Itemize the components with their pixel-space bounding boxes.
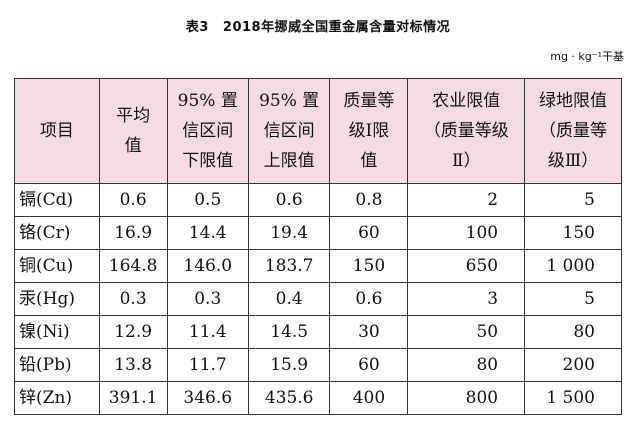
table-cell: 0.6	[329, 282, 409, 316]
column-header-line: 项目	[39, 121, 74, 141]
table-cell: 200	[524, 348, 622, 382]
column-header-line: 农业限值	[432, 91, 501, 111]
table-cell: 183.7	[247, 249, 331, 283]
column-header: 95% 置信区间上限值	[247, 78, 331, 184]
column-header-line: 信区间	[182, 121, 234, 141]
table-cell: 50	[407, 315, 526, 349]
table-cell: 1 500	[524, 381, 622, 415]
table-cell: 346.6	[166, 381, 249, 415]
table-cell: 0.8	[329, 183, 409, 217]
column-header: 农业限值 （质量等级 Ⅱ）	[407, 78, 526, 184]
column-header-line: 值	[360, 151, 378, 171]
table-cell: 650	[407, 249, 526, 283]
column-header: 项目	[14, 78, 100, 184]
row-label: 镍(Ni)	[14, 315, 100, 349]
table-cell: 11.7	[166, 348, 249, 382]
row-label: 铅(Pb)	[14, 348, 100, 382]
table-row: 汞(Hg) 0.3 0.3 0.4 0.6 3 5	[14, 282, 622, 316]
table-caption: 表3 2018年挪威全国重金属含量对标情况	[0, 16, 636, 35]
table-cell: 12.9	[98, 315, 168, 349]
row-label: 锌(Zn)	[14, 381, 100, 415]
table-cell: 14.4	[166, 216, 249, 250]
table-cell: 164.8	[98, 249, 168, 283]
table-cell: 16.9	[98, 216, 168, 250]
column-header: 平均值	[98, 78, 168, 184]
column-header: 95% 置信区间下限值	[166, 78, 249, 184]
column-header-line: 下限值	[182, 151, 234, 171]
table-cell: 400	[329, 381, 409, 415]
column-header-line: 上限值	[263, 151, 315, 171]
table-cell: 5	[524, 282, 622, 316]
table-cell: 13.8	[98, 348, 168, 382]
column-header-line: （质量等	[539, 121, 608, 141]
column-header-line: 信区间	[263, 121, 315, 141]
table-row: 锌(Zn) 391.1 346.6 435.6 400 800 1 500	[14, 381, 622, 415]
table-cell: 0.3	[166, 282, 249, 316]
table-cell: 150	[329, 249, 409, 283]
table-cell: 15.9	[247, 348, 331, 382]
row-label: 汞(Hg)	[14, 282, 100, 316]
heavy-metal-table: 项目 平均值 95% 置信区间 下限值 95% 置信区间 上限值 质量等 级Ⅰ限值农业限值 （质…	[14, 78, 622, 415]
table-body: 镉(Cd) 0.6 0.5 0.6 0.8 2 5 铬(Cr) 16.9 14.4 19.4 60 10…	[14, 183, 622, 415]
table-cell: 0.3	[98, 282, 168, 316]
table-cell: 150	[524, 216, 622, 250]
table-cell: 391.1	[98, 381, 168, 415]
table-row: 镉(Cd) 0.6 0.5 0.6 0.8 2 5	[14, 183, 622, 217]
table-cell: 14.5	[247, 315, 331, 349]
column-header-line: 平均	[116, 106, 151, 126]
column-header-line: 级Ⅲ）	[547, 151, 599, 171]
table-cell: 60	[329, 216, 409, 250]
column-header: 绿地限值 （质量等级Ⅲ）	[524, 78, 622, 184]
row-label: 镉(Cd)	[14, 183, 100, 217]
column-header-line: 绿地限值	[539, 91, 608, 111]
table-cell: 800	[407, 381, 526, 415]
column-header-line: （质量等级	[423, 121, 509, 141]
table-cell: 11.4	[166, 315, 249, 349]
table-cell: 19.4	[247, 216, 331, 250]
table-cell: 30	[329, 315, 409, 349]
table-cell: 435.6	[247, 381, 331, 415]
table-cell: 0.6	[247, 183, 331, 217]
table-cell: 146.0	[166, 249, 249, 283]
table-title: 2018年挪威全国重金属含量对标情况	[222, 20, 451, 35]
table-row: 铜(Cu) 164.8 146.0 183.7 150 650 1 000	[14, 249, 622, 283]
table-row: 铅(Pb) 13.8 11.7 15.9 60 80 200	[14, 348, 622, 382]
table-cell: 5	[524, 183, 622, 217]
table-cell: 2	[407, 183, 526, 217]
column-header: 质量等级Ⅰ限值	[329, 78, 409, 184]
column-header-line: 质量等	[343, 91, 395, 111]
unit-label: mg · kg⁻¹干基	[550, 50, 624, 63]
row-label: 铬(Cr)	[14, 216, 100, 250]
table-cell: 0.4	[247, 282, 331, 316]
table-cell: 80	[407, 348, 526, 382]
column-header-line: 95% 置	[259, 91, 320, 111]
table-row: 铬(Cr) 16.9 14.4 19.4 60 100 150	[14, 216, 622, 250]
table-row: 镍(Ni) 12.9 11.4 14.5 30 50 80	[14, 315, 622, 349]
column-header-line: 级Ⅰ限	[348, 121, 390, 141]
column-header-line: 值	[124, 136, 142, 156]
column-header-line: 95% 置	[177, 91, 238, 111]
table-cell: 0.6	[98, 183, 168, 217]
table-cell: 1 000	[524, 249, 622, 283]
table-cell: 3	[407, 282, 526, 316]
header-row: 项目 平均值 95% 置信区间 下限值 95% 置信区间 上限值 质量等 级Ⅰ限值农业限值 （质…	[14, 78, 622, 184]
table-cell: 60	[329, 348, 409, 382]
row-label: 铜(Cu)	[14, 249, 100, 283]
table-cell: 100	[407, 216, 526, 250]
table-cell: 80	[524, 315, 622, 349]
table-cell: 0.5	[166, 183, 249, 217]
column-header-line: Ⅱ）	[452, 151, 481, 171]
table-number: 表3	[185, 20, 209, 35]
